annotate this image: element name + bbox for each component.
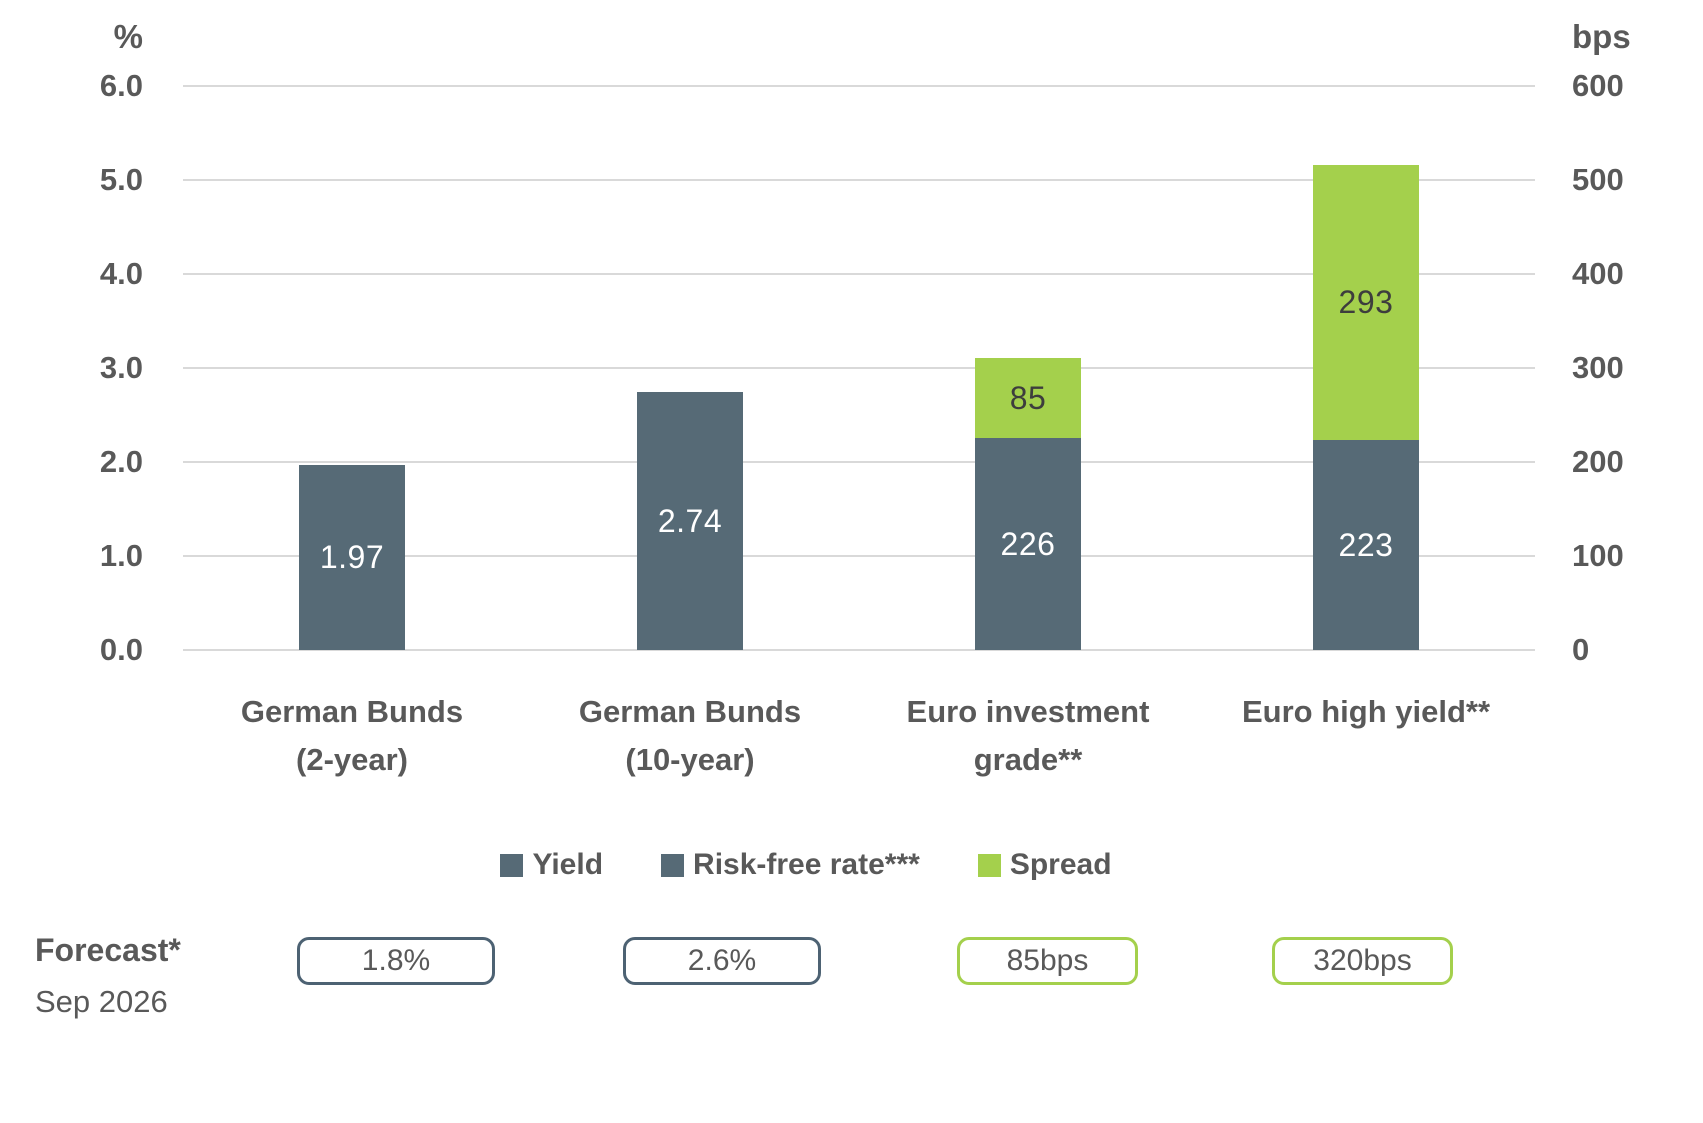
gridline (183, 367, 1535, 369)
forecast-subtitle: Sep 2026 (35, 984, 168, 1019)
left-axis-tick: 3.0 (99, 350, 143, 385)
left-axis-tick: 5.0 (99, 162, 143, 197)
legend-item: Spread (977, 848, 1112, 882)
gridline (183, 273, 1535, 275)
gridline (183, 85, 1535, 87)
left-axis-unit-label: % (113, 18, 143, 55)
left-axis-tick: 4.0 (99, 256, 143, 291)
bar-segment-risk-free-rate: 223 (1313, 440, 1419, 650)
right-axis-tick: 600 (1572, 68, 1624, 103)
right-axis-tick: 300 (1572, 350, 1624, 385)
legend-label: Spread (1009, 848, 1112, 881)
bar-segment-yield: 2.74 (637, 392, 743, 650)
legend-item: Risk-free rate*** (661, 848, 920, 882)
bar-segment-spread: 85 (975, 358, 1081, 438)
legend: Yield Risk-free rate*** Spread (130, 848, 1482, 882)
category-label-line: German Bunds (578, 694, 802, 729)
right-axis-tick: 100 (1572, 538, 1624, 573)
gridline (183, 179, 1535, 181)
legend-swatch-dark (661, 853, 685, 877)
right-axis-tick: 200 (1572, 444, 1624, 479)
right-axis-tick: 400 (1572, 256, 1624, 291)
left-axis-tick: 2.0 (99, 444, 143, 479)
bar-segment-risk-free-rate: 226 (975, 438, 1081, 650)
right-axis-tick: 500 (1572, 162, 1624, 197)
right-axis-unit-label: bps (1572, 18, 1631, 55)
legend-label: Yield (532, 848, 604, 881)
left-axis-tick: 0.0 (99, 632, 143, 667)
left-axis-tick: 6.0 (99, 68, 143, 103)
category-label-line: Euro investment (906, 694, 1150, 729)
category-label-line: German Bunds (240, 694, 464, 729)
legend-swatch-dark (500, 853, 524, 877)
gridline (183, 555, 1535, 557)
category-label: Euro investment grade** (858, 688, 1198, 784)
legend-swatch-green (977, 853, 1001, 877)
bar-segment-yield: 1.97 (299, 465, 405, 650)
category-label: Euro high yield** (1196, 688, 1536, 736)
right-axis-tick: 0 (1572, 632, 1590, 667)
legend-item: Yield (500, 848, 603, 882)
legend-label: Risk-free rate*** (693, 848, 920, 881)
forecast-title: Forecast* (35, 932, 181, 968)
forecast-box: 2.6% (623, 937, 821, 985)
category-label-line: grade** (973, 742, 1083, 777)
gridline (183, 649, 1535, 651)
forecast-box: 320bps (1272, 937, 1453, 985)
forecast-box: 1.8% (297, 937, 495, 985)
plot-area: 1.97 2.74 226 85 223 293 (183, 85, 1535, 651)
category-label-line: (2-year) (296, 742, 408, 777)
left-axis-tick: 1.0 (99, 538, 143, 573)
bar-segment-spread: 293 (1313, 165, 1419, 440)
category-label-line: (10-year) (625, 742, 755, 777)
category-label-line: Euro high yield** (1241, 694, 1491, 729)
category-label: German Bunds (2-year) (182, 688, 522, 784)
category-label: German Bunds (10-year) (520, 688, 860, 784)
gridline (183, 461, 1535, 463)
forecast-box: 85bps (957, 937, 1138, 985)
